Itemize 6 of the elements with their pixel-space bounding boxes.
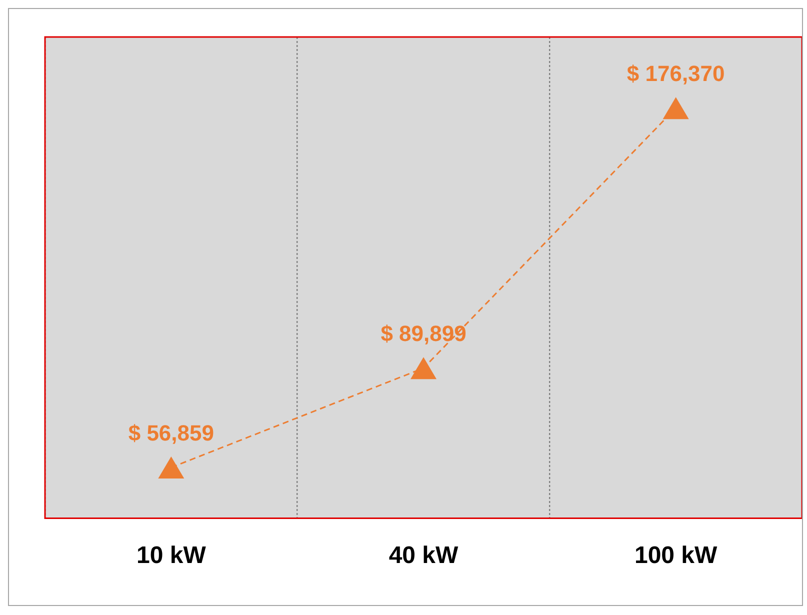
data-label: $ 176,370 [626, 61, 725, 86]
data-label: $ 89,899 [380, 321, 466, 346]
data-label: $ 56,859 [128, 420, 214, 446]
x-tick-label: 40 kW [388, 542, 459, 570]
x-tick-label: 100 kW [634, 542, 718, 570]
x-tick-label: 10 kW [136, 542, 206, 570]
